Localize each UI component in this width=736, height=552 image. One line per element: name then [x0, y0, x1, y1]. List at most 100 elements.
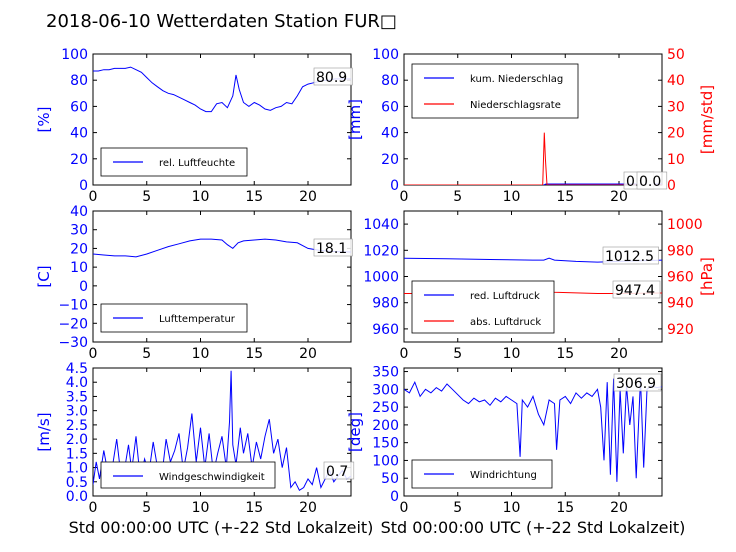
y-tick-label-right: 940: [667, 296, 694, 312]
legend-box: [411, 280, 555, 334]
y-axis-label: [%]: [35, 107, 53, 133]
current-value-box: [323, 461, 355, 480]
x-tick-label: 0: [400, 189, 409, 205]
x-tick-label: 5: [453, 346, 462, 362]
x-tick-label: 10: [503, 346, 521, 362]
y-tick-label: 20: [70, 152, 88, 168]
y-tick-label-right: 960: [667, 270, 694, 286]
legend-label: Lufttemperatur: [159, 314, 236, 325]
y-tick-label: 80: [381, 73, 399, 89]
current-value-box: [636, 171, 668, 190]
y-tick-label: 4.5: [66, 361, 88, 377]
x-tick-label: 20: [610, 346, 628, 362]
legend-label: Windrichtung: [470, 470, 537, 481]
x-tick-label: 15: [556, 189, 574, 205]
y-tick-label: 80: [70, 73, 88, 89]
y-tick-label: 980: [372, 296, 399, 312]
plot-frame: [92, 367, 352, 497]
series-line: [404, 183, 662, 185]
y-axis-label: [deg]: [346, 412, 364, 452]
x-tick-label: 0: [89, 500, 98, 516]
current-value-box: [313, 67, 353, 86]
x-axis-label-left: Std 00:00:00 UTC (+-22 Std Lokalzeit): [69, 518, 374, 537]
x-tick-label: 10: [192, 500, 210, 516]
figure-title: 2018-06-10 Wetterdaten Station FUR□: [46, 11, 397, 32]
y-tick-label: 100: [372, 453, 399, 469]
panel-precipitation: 0 5 10 15 20 0 20 40 60 80 100 0 10 20 30 40 50 [mm] [mm/s…: [346, 47, 716, 205]
x-tick-label: 15: [556, 346, 574, 362]
x-tick-label: 10: [192, 346, 210, 362]
y-tick-label: 0.0: [66, 489, 88, 505]
y-tick-label: 0: [390, 178, 399, 194]
series-line: [93, 370, 351, 492]
y-axis-label: [m/s]: [35, 412, 53, 451]
y-tick-label-right: 20: [667, 126, 685, 142]
y-axis-label-right: [hPa]: [698, 257, 716, 296]
panel-wind_speed: 0 5 10 15 20 0.00.51.01.52.02.53.03.54.04.5 [m…: [35, 361, 355, 516]
plot-frame: [92, 210, 352, 343]
y-tick-label-right: 40: [667, 73, 685, 89]
current-value: 0.7: [326, 464, 348, 480]
y-tick-label: 1040: [363, 217, 399, 233]
y-tick-label: 200: [372, 418, 399, 434]
y-tick-label: 40: [70, 126, 88, 142]
x-tick-label: 15: [245, 346, 263, 362]
y-tick-label: 100: [61, 47, 88, 63]
series-line: [404, 378, 662, 482]
y-tick-label: 20: [381, 152, 399, 168]
y-tick-label: 60: [381, 99, 399, 115]
x-tick-label: 0: [400, 500, 409, 516]
y-tick-label-right: 980: [667, 243, 694, 259]
y-tick-label: 1.0: [66, 461, 88, 477]
y-tick-label: −20: [58, 316, 88, 332]
x-tick-label: 15: [245, 189, 263, 205]
y-tick-label: 30: [70, 223, 88, 239]
y-tick-label: 150: [372, 436, 399, 452]
y-tick-label-right: 920: [667, 322, 694, 338]
y-axis-label: [C]: [35, 265, 53, 287]
current-value-box: [613, 373, 662, 392]
y-tick-label: 2.0: [66, 432, 88, 448]
y-tick-label: 960: [372, 322, 399, 338]
y-tick-label: 50: [381, 471, 399, 487]
y-tick-label: 300: [372, 382, 399, 398]
y-tick-label: 1000: [363, 270, 399, 286]
legend-label: kum. Niederschlag: [470, 74, 563, 85]
panel-temperature: 0 5 10 15 20 −30 −20 −10 0 10 20 30 40 [C] 18.1 Lufttem…: [35, 204, 353, 362]
x-tick-label: 15: [245, 500, 263, 516]
y-tick-label-right: 1000: [667, 217, 703, 233]
y-tick-label: 0: [79, 178, 88, 194]
panel-wind_direction: 0 5 10 15 20050100150200250300350[deg]306.9W…: [346, 365, 663, 516]
y-tick-label: 1.5: [66, 446, 88, 462]
current-value: 306.9: [616, 376, 656, 392]
legend-label: abs. Luftdruck: [470, 317, 541, 328]
y-tick-label: 2.5: [66, 418, 88, 434]
y-tick-label: 250: [372, 400, 399, 416]
x-tick-label: 20: [299, 346, 317, 362]
y-tick-label: 100: [372, 47, 399, 63]
series-line: [93, 66, 351, 113]
series-line: [93, 238, 351, 258]
y-tick-label: 1020: [363, 243, 399, 259]
y-tick-label: 0: [390, 489, 399, 505]
x-tick-label: 10: [503, 500, 521, 516]
current-value-box: [313, 238, 353, 257]
x-tick-label: 15: [556, 500, 574, 516]
current-value: 947.4: [615, 283, 655, 299]
current-value: 0.0: [639, 174, 661, 190]
y-tick-label: 20: [70, 241, 88, 257]
x-axis-label-right: Std 00:00:00 UTC (+-22 Std Lokalzeit): [381, 518, 686, 537]
x-tick-label: 20: [299, 500, 317, 516]
legend-label: Niederschlagsrate: [470, 100, 561, 111]
legend-box: [411, 63, 579, 119]
panel-humidity: 0 5 10 15 20 0 20 40 60 80 100 [%] 80.9 rel. Luftfeuc…: [35, 47, 353, 205]
legend-label: red. Luftdruck: [470, 291, 540, 302]
x-tick-label: 20: [299, 189, 317, 205]
y-tick-label: 0: [79, 279, 88, 295]
y-tick-label: 3.0: [66, 404, 88, 420]
y-tick-label-right: 0: [667, 178, 676, 194]
y-tick-label: 60: [70, 99, 88, 115]
y-axis-label: [mm]: [346, 99, 364, 140]
current-value-box: [612, 280, 661, 299]
